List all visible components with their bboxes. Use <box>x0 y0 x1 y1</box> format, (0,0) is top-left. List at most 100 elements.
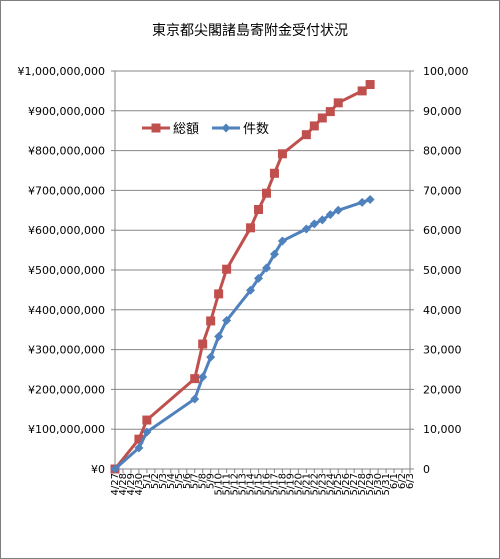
y2-tick-label: 0 <box>423 463 430 476</box>
x-axis-ticks: 4/274/284/294/305/15/25/35/45/55/65/75/8… <box>110 473 416 495</box>
series-line <box>113 83 372 470</box>
x-tick-label: 5/2 <box>150 473 161 489</box>
x-tick-label: 5/21 <box>301 473 312 495</box>
x-tick-label: 5/13 <box>238 473 249 495</box>
data-point <box>142 427 152 437</box>
data-point <box>190 394 200 404</box>
x-tick-label: 5/23 <box>317 473 328 495</box>
y2-tick-label: 20,000 <box>423 383 462 396</box>
data-point <box>333 205 343 215</box>
data-point <box>333 98 343 108</box>
legend-marker <box>151 123 161 133</box>
y-tick-label: ¥800,000,000 <box>28 145 105 158</box>
data-point <box>254 205 264 215</box>
y-tick-label: ¥400,000,000 <box>28 304 105 317</box>
y-tick-label: ¥900,000,000 <box>28 105 105 118</box>
data-point <box>357 86 367 96</box>
data-point <box>246 285 256 295</box>
x-tick-label: 6/3 <box>405 473 416 489</box>
y2-tick-label: 60,000 <box>423 224 462 237</box>
data-point <box>269 249 279 259</box>
y2-tick-label: 10,000 <box>423 423 462 436</box>
data-point <box>222 316 232 326</box>
legend: 総額 件数 <box>142 122 269 137</box>
x-tick-label: 5/11 <box>222 473 233 495</box>
legend-item: 総額 <box>142 122 199 137</box>
data-point <box>110 464 120 474</box>
x-tick-label: 5/27 <box>349 473 360 495</box>
y2-tick-label: 90,000 <box>423 105 462 118</box>
x-tick-label: 5/29 <box>365 473 376 495</box>
x-tick-label: 4/30 <box>134 473 145 495</box>
y2-tick-label: 80,000 <box>423 145 462 158</box>
data-point <box>198 372 208 382</box>
left-axis-ticks: ¥0 ¥100,000,000 ¥200,000,000 ¥300,000,000 ¥4… <box>18 65 105 476</box>
x-tick-label: 4/27 <box>110 473 121 495</box>
y-tick-label: ¥600,000,000 <box>28 224 105 237</box>
x-tick-label: 5/1 <box>142 473 153 489</box>
right-axis-ticks: 0 10,000 20,000 30,000 40,000 50,000 60,000 70,… <box>423 65 469 476</box>
data-point <box>309 121 319 131</box>
y2-tick-label: 30,000 <box>423 344 462 357</box>
x-tick-label: 5/4 <box>166 473 177 489</box>
data-point <box>277 236 287 246</box>
x-tick-label: 5/24 <box>325 473 336 495</box>
y-tick-label: ¥1,000,000,000 <box>18 65 105 78</box>
x-tick-label: 5/19 <box>285 473 296 495</box>
x-tick-label: 5/28 <box>357 473 368 495</box>
x-tick-label: 6/1 <box>389 473 400 489</box>
x-tick-label: 5/7 <box>190 473 201 489</box>
data-point <box>325 107 335 117</box>
x-tick-label: 5/8 <box>198 473 209 489</box>
x-tick-label: 5/26 <box>341 473 352 495</box>
data-point <box>214 289 224 299</box>
y2-tick-label: 50,000 <box>423 264 462 277</box>
legend-label: 総額 <box>173 122 199 137</box>
data-point <box>309 219 319 229</box>
x-tick-label: 5/9 <box>206 473 217 489</box>
data-point <box>254 273 264 283</box>
x-tick-label: 6/2 <box>397 473 408 489</box>
x-tick-label: 5/16 <box>261 473 272 495</box>
data-point <box>198 339 208 349</box>
data-point <box>317 113 327 123</box>
x-tick-label: 5/5 <box>174 473 185 489</box>
data-point <box>190 374 200 384</box>
data-point <box>365 195 375 205</box>
data-point <box>222 264 232 274</box>
y-tick-label: ¥500,000,000 <box>28 264 105 277</box>
data-point <box>301 130 311 140</box>
series <box>110 80 375 474</box>
x-tick-label: 5/31 <box>381 473 392 495</box>
x-tick-label: 5/10 <box>214 473 225 495</box>
x-tick-label: 4/29 <box>126 473 137 495</box>
y-tick-label: ¥0 <box>91 463 105 476</box>
x-tick-label: 5/12 <box>230 473 241 495</box>
x-tick-label: 5/25 <box>333 473 344 495</box>
x-tick-label: 5/18 <box>277 473 288 495</box>
x-tick-label: 5/3 <box>158 473 169 489</box>
legend-label: 件数 <box>243 122 269 137</box>
y-tick-label: ¥200,000,000 <box>28 383 105 396</box>
data-point <box>261 188 271 198</box>
chart-title: 東京都尖閣諸島寄附金受付状況 <box>152 23 348 39</box>
y-tick-label: ¥700,000,000 <box>28 184 105 197</box>
data-point <box>365 80 375 90</box>
y-tick-label: ¥100,000,000 <box>28 423 105 436</box>
axes <box>111 70 414 473</box>
data-point <box>142 415 152 425</box>
data-point <box>357 197 367 207</box>
x-tick-label: 4/28 <box>118 473 129 495</box>
x-tick-label: 5/15 <box>254 473 265 495</box>
data-point <box>269 168 279 178</box>
data-point <box>301 224 311 234</box>
data-point <box>134 434 144 444</box>
x-tick-label: 5/20 <box>293 473 304 495</box>
data-point <box>277 149 287 159</box>
x-tick-label: 5/6 <box>182 473 193 489</box>
data-point <box>246 223 256 233</box>
data-point <box>206 352 216 362</box>
x-tick-label: 5/30 <box>373 473 384 495</box>
